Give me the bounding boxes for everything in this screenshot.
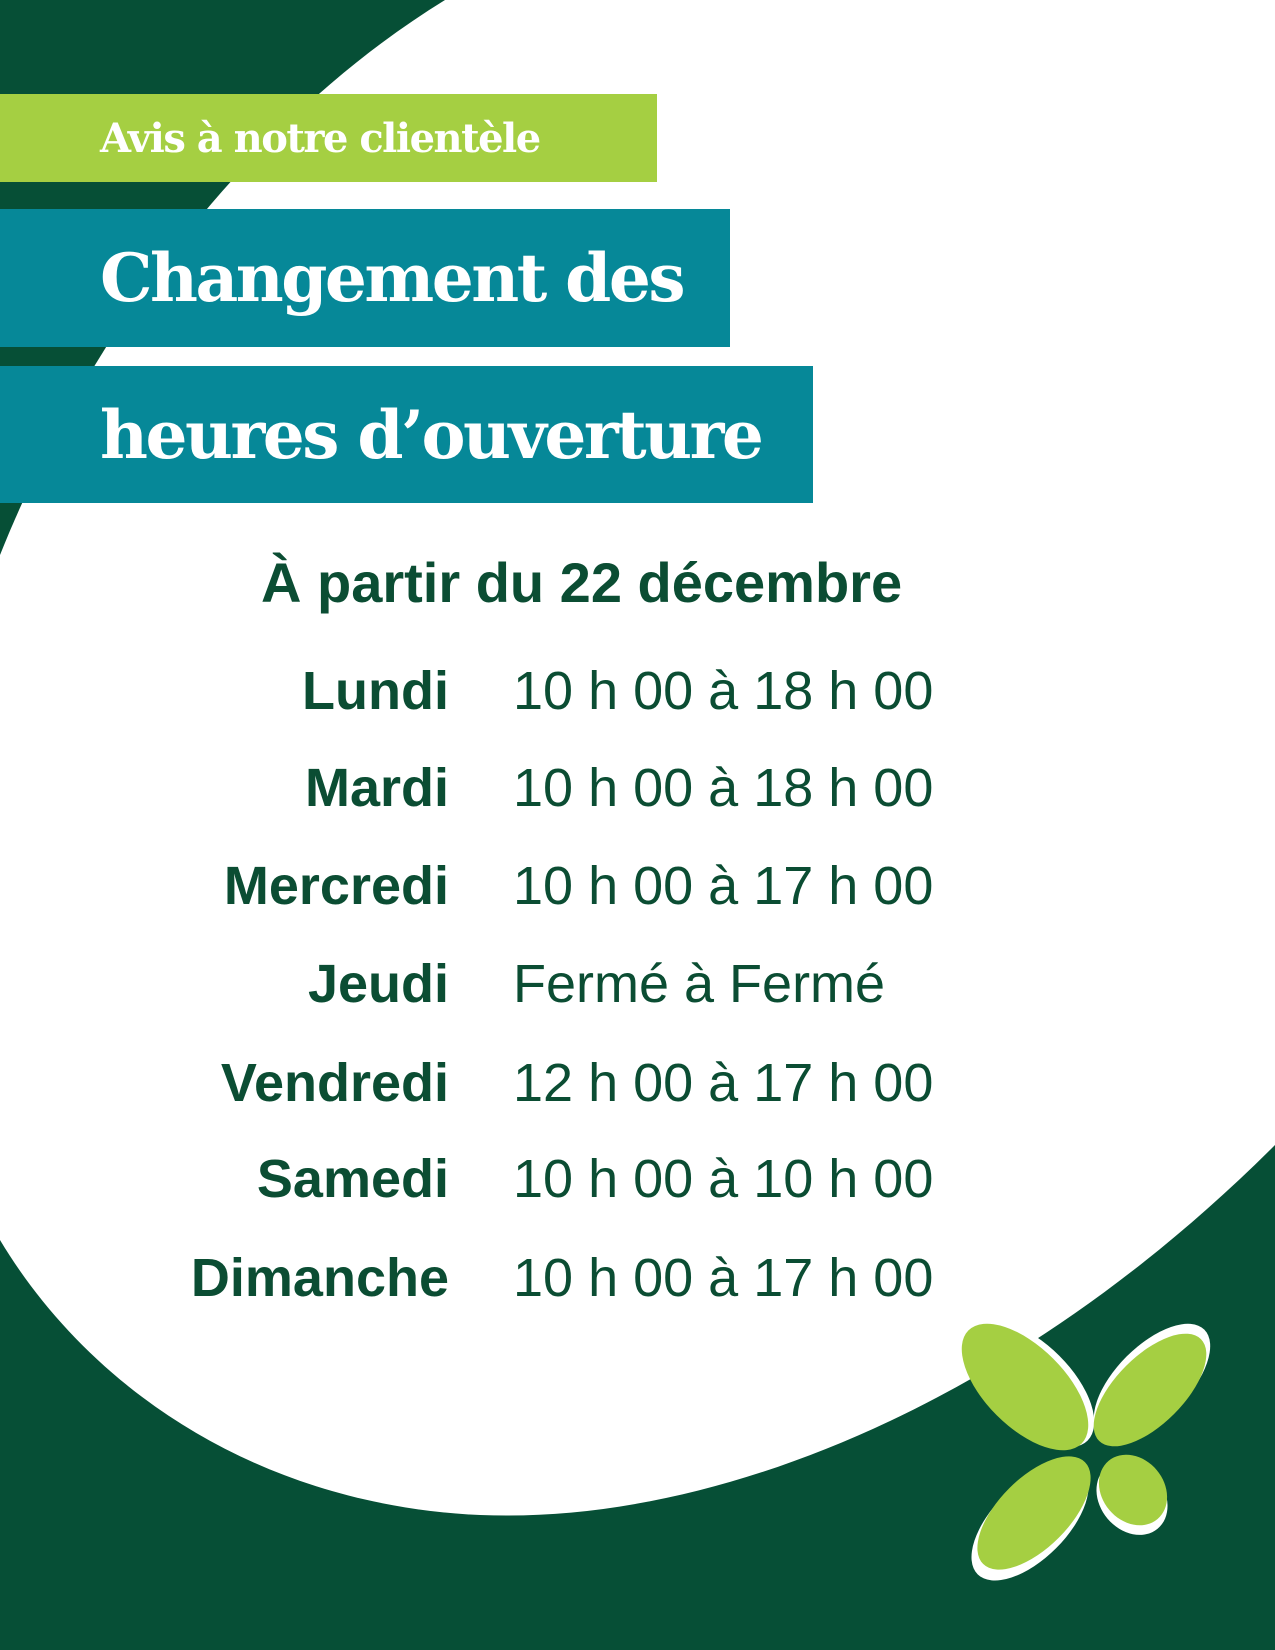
hours: 10 h 00 à 18 h 00 bbox=[513, 661, 934, 721]
day-label: Vendredi bbox=[220, 1053, 449, 1113]
schedule-row: Vendredi 12 h 00 à 17 h 00 bbox=[0, 1052, 1275, 1150]
effective-date: À partir du 22 décembre bbox=[261, 551, 903, 614]
day-label: Lundi bbox=[302, 661, 449, 721]
schedule-row: Lundi 10 h 00 à 18 h 00 bbox=[0, 660, 1275, 758]
schedule-row: Dimanche 10 h 00 à 17 h 00 bbox=[0, 1247, 1275, 1345]
hours: 12 h 00 à 17 h 00 bbox=[513, 1053, 934, 1113]
day-label: Dimanche bbox=[190, 1248, 449, 1308]
day-label: Jeudi bbox=[307, 954, 449, 1014]
four-leaf-logo-icon bbox=[961, 1320, 1211, 1581]
hours: 10 h 00 à 17 h 00 bbox=[513, 1248, 934, 1308]
hours: Fermé à Fermé bbox=[513, 954, 886, 1014]
day-label: Mardi bbox=[304, 758, 449, 818]
title-line-2: heures d’ouverture bbox=[0, 366, 813, 503]
schedule-row: Mercredi 10 h 00 à 17 h 00 bbox=[0, 855, 1275, 953]
hours: 10 h 00 à 17 h 00 bbox=[513, 856, 934, 916]
hours: 10 h 00 à 18 h 00 bbox=[513, 758, 934, 818]
hours: 10 h 00 à 10 h 00 bbox=[513, 1149, 934, 1209]
day-label: Samedi bbox=[256, 1149, 449, 1209]
title-line-1: Changement des bbox=[0, 209, 730, 347]
schedule-row: Jeudi Fermé à Fermé bbox=[0, 953, 1275, 1051]
day-label: Mercredi bbox=[223, 856, 449, 916]
schedule-row: Mardi 10 h 00 à 18 h 00 bbox=[0, 757, 1275, 855]
notice-banner: Avis à notre clientèle bbox=[0, 94, 657, 182]
schedule-row: Samedi 10 h 00 à 10 h 00 bbox=[0, 1148, 1275, 1246]
